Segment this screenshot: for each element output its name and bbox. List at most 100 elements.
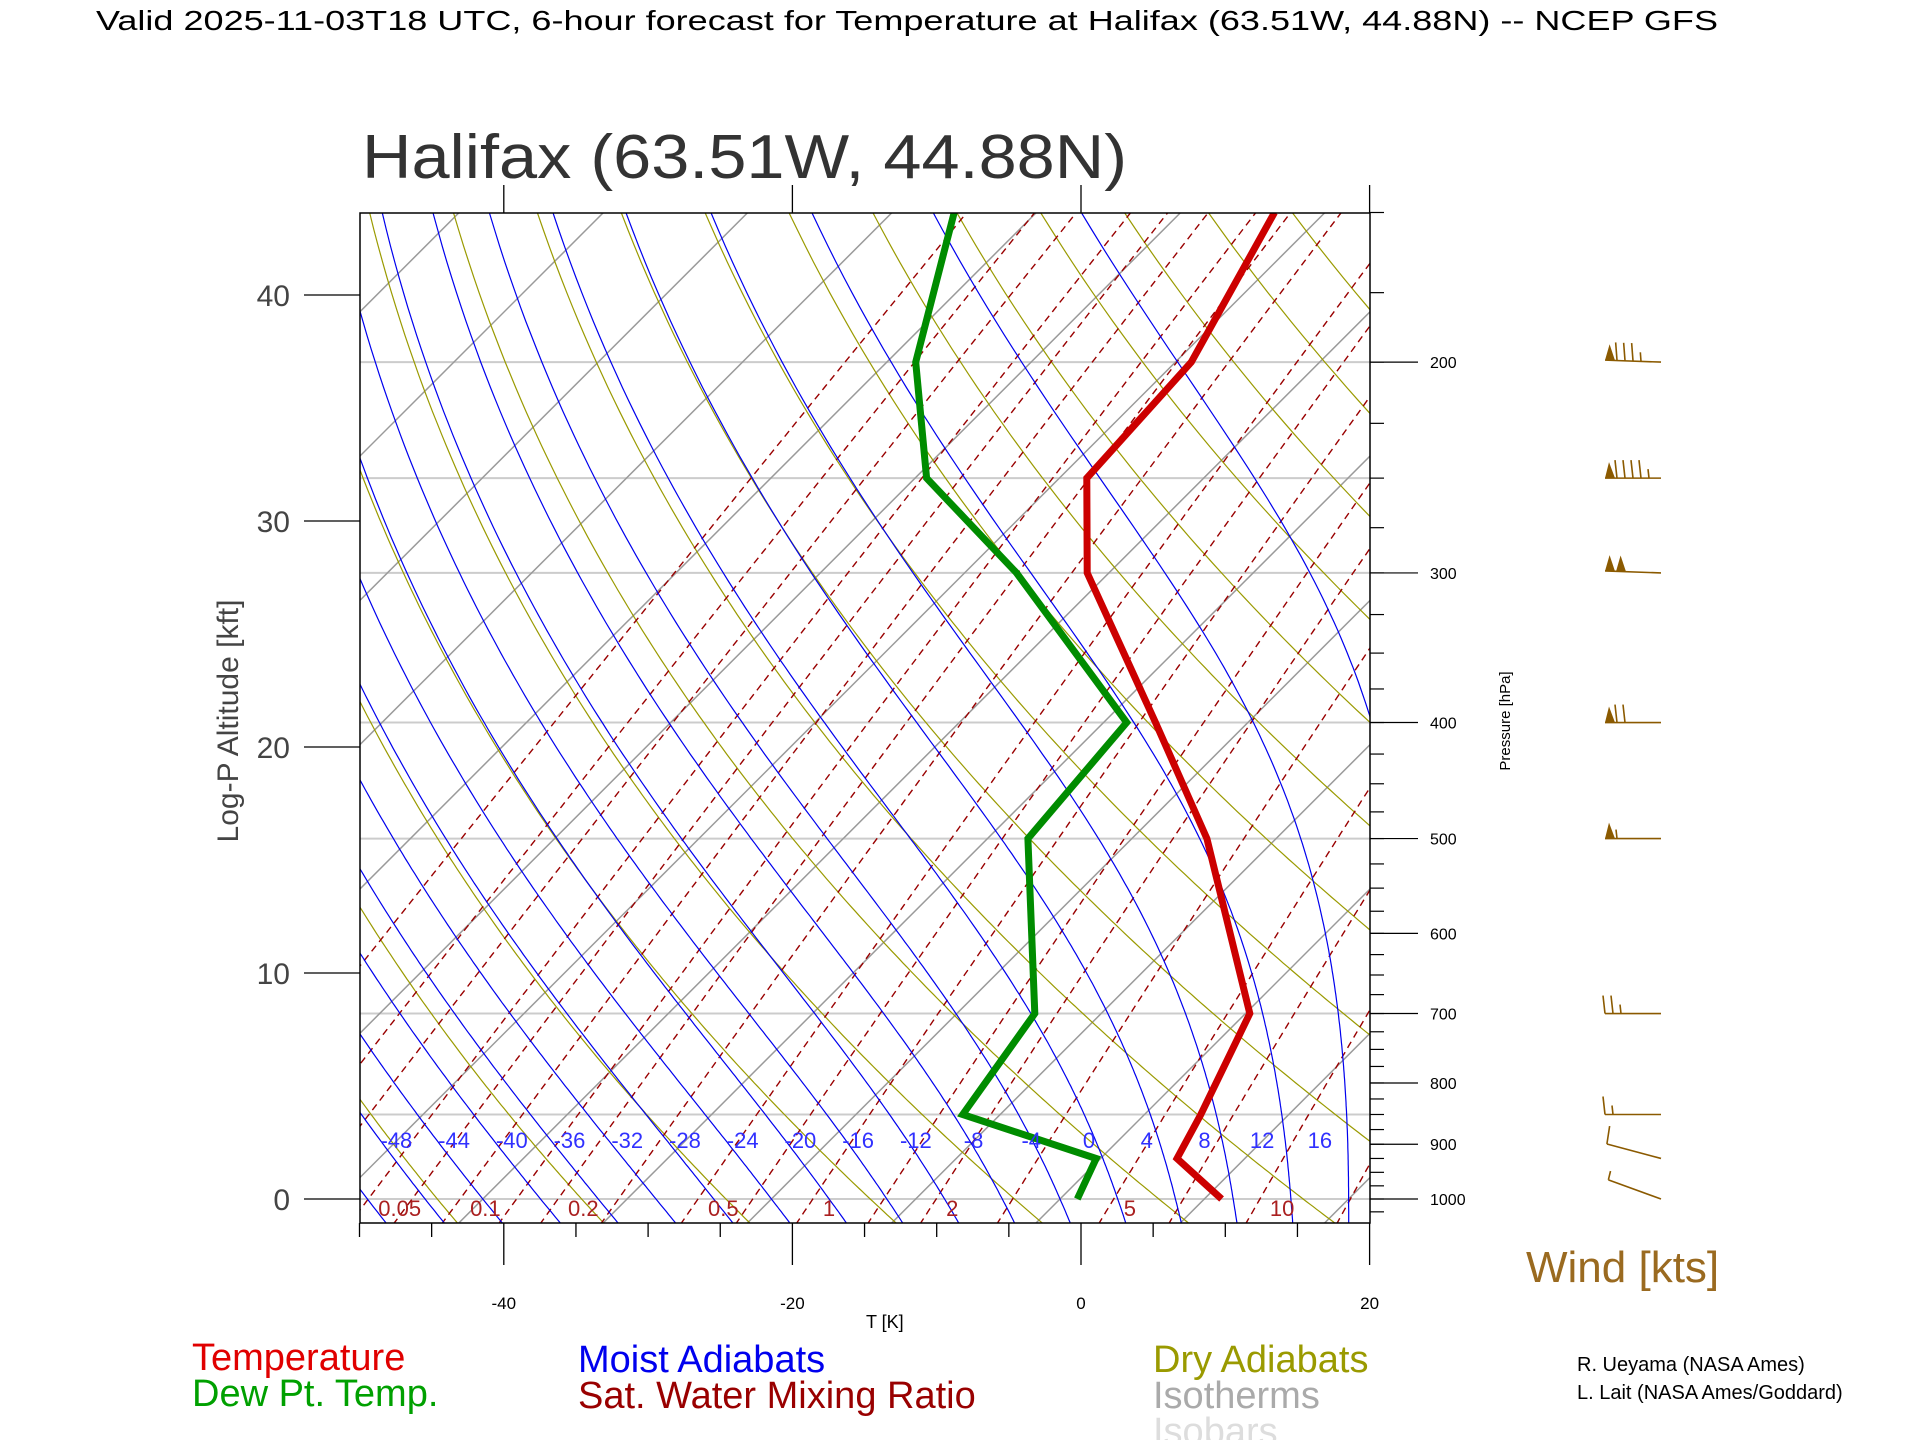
dry-adiabat-line [360,1098,459,1223]
moist-adiabat-line [360,867,619,1223]
x-axis-label: T [K] [866,1312,904,1332]
y-tick-label: 20 [257,732,290,765]
y-axis-label: Log-P Altitude [kft] [212,600,245,843]
isotherm-line [0,213,314,1223]
isotherm-line [360,213,1037,890]
wind-barb [1606,1125,1662,1160]
moist-adiabat-line [360,682,734,1223]
moist-adiabat-line [1080,213,1370,719]
mixing-ratio-line [795,395,1370,1223]
profiles [912,213,1278,1202]
wind-barb-pennant [1605,706,1615,723]
moist-adiabat-label: 8 [1198,1128,1210,1153]
wind-barb-full [1614,460,1618,479]
pressure-tick-label: 1000 [1430,1192,1466,1209]
mixing-ratio-line [996,646,1370,1223]
legend-mixing: Sat. Water Mixing Ratio [578,1375,976,1417]
wind-barb-pennant [1605,822,1615,839]
isotherm-line [360,213,1326,1179]
pressure-tick-label: 500 [1430,832,1457,849]
moist-adiabat-line [625,213,1182,1223]
legend-temperature: Temperature [192,1337,405,1379]
dry-adiabat-line [1759,177,1920,1225]
wind-barb-half [1607,1170,1612,1181]
mixing-ratio-label: 2 [946,1196,958,1221]
wind-barb-full [1614,704,1618,723]
mixing-ratio-label: 0.2 [568,1196,599,1221]
wind-barbs [1602,342,1662,1200]
mixing-ratio-label: 1 [823,1196,835,1221]
wind-barb-pennant [1605,344,1616,361]
mixing-ratio-line [539,213,1292,1223]
wind-barb [1605,342,1662,363]
mixing-ratio-label: 10 [1270,1196,1294,1221]
wind-barb [1602,995,1661,1015]
axes: -40 -20 0 200102030401000900800700600500400… [257,185,1466,1313]
wind-barb-full [1610,995,1614,1014]
moist-adiabat-line [360,1033,504,1223]
isotherm-line [0,213,26,1223]
moist-adiabat-label: 4 [1141,1128,1153,1153]
wind-barb-staff [1606,1143,1662,1160]
mixing-ratio-label: 0.5 [708,1196,739,1221]
wind-barb-full [1630,342,1634,362]
dry-adiabat-line [704,213,1370,1036]
wind-barb-pennant [1605,555,1616,572]
mixing-ratio-line [680,262,1370,1223]
wind-barb-half [1619,1004,1622,1014]
mixing-ratio-line [360,213,1036,1066]
moist-adiabat-label: -12 [900,1128,932,1153]
moist-adiabat-label: -36 [554,1128,586,1153]
wind-barb-full [1614,342,1618,361]
legend-dewpoint: Dew Pt. Temp. [192,1373,438,1415]
pressure-tick-label: 700 [1430,1007,1457,1024]
moist-adiabat-label: -28 [669,1128,701,1153]
page-title: Valid 2025-11-03T18 UTC, 6-hour forecast… [96,5,1718,36]
moist-adiabat-label: -16 [842,1128,874,1153]
wind-barb-full [1622,342,1626,361]
mixing-ratio-line [360,213,968,968]
isotherm-line [602,455,1370,1223]
isotherm-line [1179,1032,1370,1223]
dry-adiabat-line [360,468,897,1223]
wind-barb [1605,555,1662,574]
isotherm-line [360,213,1181,1035]
wind-barb-full [1602,1096,1606,1115]
credit-1: R. Ueyama (NASA Ames) [1577,1354,1805,1376]
mixing-ratio-label: 0.1 [470,1196,501,1221]
dry-adiabat-line [369,213,1044,1223]
moist-adiabat-label: -32 [611,1128,643,1153]
credit-2: L. Lait (NASA Ames/Goddard) [1577,1382,1843,1404]
wind-barb-full [1622,704,1626,723]
moist-adiabat-line [360,1188,387,1223]
y2-axis-label: Pressure [hPa] [1497,671,1514,770]
moist-adiabat-line [360,577,791,1223]
dry-adiabat-line [956,213,1370,724]
wind-barb [1605,822,1661,840]
pressure-tick-label: 600 [1430,926,1457,943]
x-tick-label: 0 [1076,1294,1085,1313]
moist-adiabat-label: -48 [380,1128,412,1153]
wind-barb-staff [1605,359,1662,363]
background-lines [0,177,1920,1225]
x-tick-label: -40 [492,1294,517,1313]
y-tick-label: 10 [257,958,290,991]
dry-adiabat-line [1040,213,1370,621]
moist-adiabat-line [360,952,562,1223]
isotherm-line [1035,887,1370,1223]
wind-barb-staff [1608,1179,1662,1200]
wind-barb [1605,704,1661,724]
wind-label: Wind [kts] [1526,1243,1719,1292]
moist-adiabat-label: -20 [785,1128,817,1153]
mixing-ratio-line [393,213,1169,1223]
wind-barb-half [1615,829,1618,839]
dry-adiabat-line [536,213,1336,1223]
wind-barb-full [1622,460,1626,479]
mixing-ratio-label: 0.05 [378,1196,421,1221]
wind-barb-full [1638,460,1642,479]
moist-adiabat-line [710,213,1238,1223]
moist-adiabat-line [932,213,1350,1223]
isotherm-line [360,213,748,602]
dry-adiabat-line [1595,177,1920,1225]
